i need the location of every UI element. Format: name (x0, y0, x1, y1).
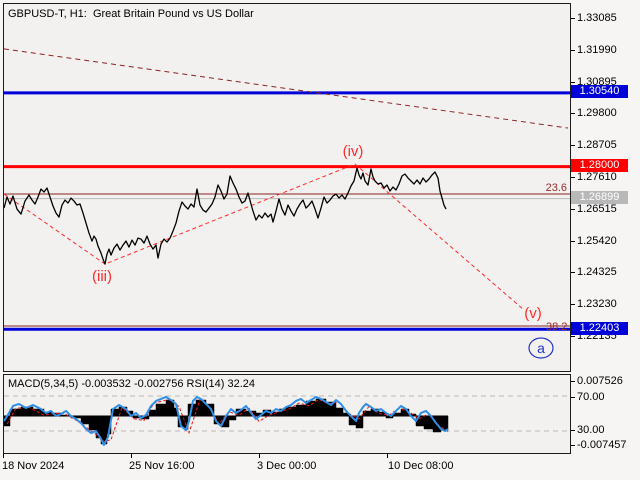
price-tick-label: 1.33085 (577, 12, 617, 24)
trendline-dashed (4, 48, 569, 129)
price-tick (571, 335, 575, 337)
indicator-tick (571, 445, 575, 446)
wave-a-label: a (537, 340, 545, 356)
macd-histogram (4, 398, 449, 445)
price-tick (571, 304, 575, 306)
time-tick-label: 10 Dec 08:00 (388, 460, 454, 472)
time-tick (387, 454, 388, 458)
price-tick-label: 1.25420 (577, 234, 617, 247)
indicator-tick (571, 397, 575, 398)
level-price-badge: 1.22403 (571, 321, 628, 335)
price-tick (571, 113, 575, 115)
price-tick (571, 81, 575, 83)
price-tick (571, 272, 575, 274)
wave-a-circle (528, 337, 554, 359)
price-tick-label: 1.30895 (577, 75, 617, 88)
time-tick-label: 18 Nov 2024 (2, 460, 65, 472)
price-chart-canvas[interactable]: (iii) (iv) (v) a 23.6 38.2 (4, 4, 570, 371)
price-tick-label: 1.24325 (577, 266, 617, 279)
wave-label: (iii) (92, 268, 112, 285)
indicator-tick-label: 70.00 (577, 391, 605, 403)
fib-percent-label: 23.6 (546, 182, 567, 194)
elliott-wave-path (4, 163, 524, 310)
price-tick-label: 1.23230 (577, 298, 617, 311)
time-tick (3, 454, 4, 458)
price-tick (571, 240, 575, 242)
price-tick-label: 1.26515 (577, 202, 617, 215)
time-tick-label: 25 Nov 16:00 (129, 460, 195, 472)
indicator-tick (571, 381, 575, 382)
wave-label: (iv) (343, 143, 364, 160)
price-line-series (4, 167, 447, 265)
price-tick (571, 176, 575, 178)
indicator-panel[interactable]: MACD(5,34,5) -0.003532 -0.002756 RSI(14)… (3, 374, 571, 454)
time-tick-label: 3 Dec 00:00 (257, 460, 317, 472)
indicator-tick-label: -0.007457 (577, 439, 627, 451)
indicator-tick (571, 430, 575, 431)
rsi-line (4, 395, 449, 446)
indicator-tick-label: 30.00 (577, 424, 605, 436)
chart-title: GBPUSD-T, H1: Great Britain Pound vs US … (8, 8, 254, 20)
price-tick-label: 1.29800 (577, 107, 617, 120)
wave-label: (v) (524, 305, 542, 322)
time-tick (259, 454, 260, 458)
price-tick (571, 145, 575, 147)
current-price-badge: 1.26899 (571, 191, 628, 205)
level-price-badge: 1.30540 (571, 85, 628, 99)
indicator-canvas[interactable] (4, 375, 570, 453)
price-tick-label: 1.28705 (577, 139, 617, 152)
price-chart-panel[interactable]: (iii) (iv) (v) a 23.6 38.2 GBPUSD-T, H1: Grea… (3, 3, 571, 372)
price-tick-label: 1.31990 (577, 43, 617, 56)
signal-line (6, 398, 449, 443)
time-tick (131, 454, 132, 458)
fib-percent-label: 38.2 (546, 321, 567, 333)
price-tick-label: 1.27610 (577, 170, 617, 183)
price-tick (571, 49, 575, 51)
price-tick (571, 18, 575, 19)
level-price-badge: 1.28000 (571, 159, 628, 173)
indicator-label: MACD(5,34,5) -0.003532 -0.002756 RSI(14)… (8, 378, 256, 390)
indicator-tick-label: 0.007526 (577, 375, 623, 387)
price-tick (571, 208, 575, 210)
